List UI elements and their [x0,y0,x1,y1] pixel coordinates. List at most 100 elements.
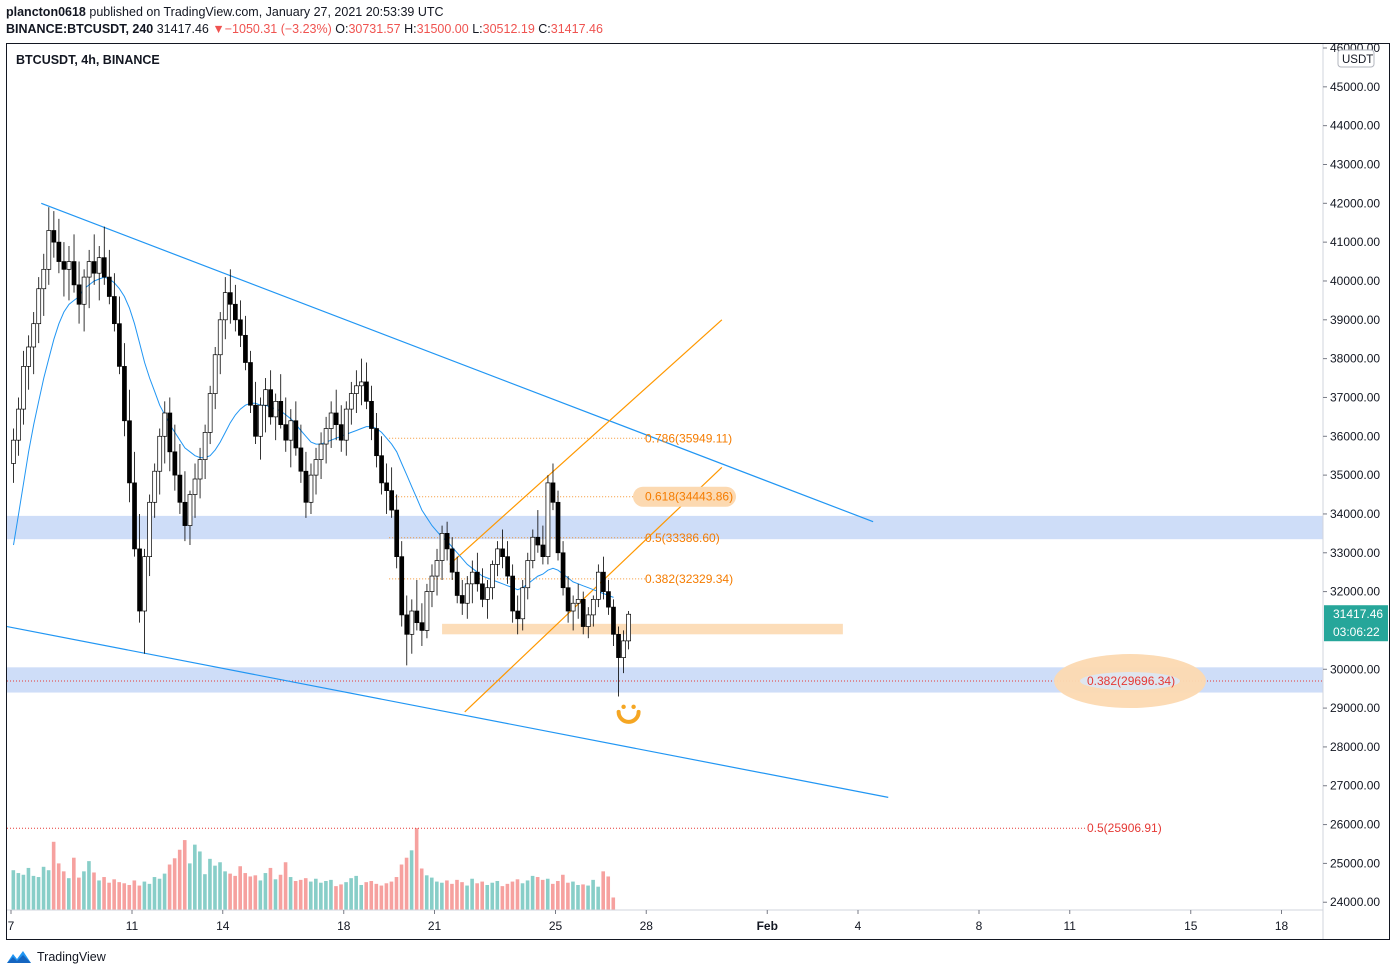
candle-body [167,412,173,453]
volume-bar [455,879,459,910]
candle-body [273,400,279,418]
candle [76,261,82,324]
candle [439,525,445,580]
candle [505,541,510,584]
candle [626,611,631,650]
candle [464,576,470,619]
candle-body [520,587,526,620]
candle [142,548,147,654]
candle [41,253,47,316]
candle [308,463,314,514]
candle-body [117,323,122,367]
chart-pane[interactable]: 0.786(35949.11) 0.618(34443.86) 0.5(33386.… [6,43,1390,940]
volume-bar [394,877,399,910]
volume-bar [601,871,605,910]
candle [51,211,57,258]
volume-bar [596,886,600,910]
candle-body [606,591,611,608]
candle-body [374,428,379,457]
volume-bar [409,850,414,910]
candle-body [480,583,485,600]
volume-bar [298,879,303,910]
volume-bar [72,857,76,910]
candle-body [540,544,546,558]
volume-bar [470,878,474,910]
publisher-name[interactable]: plancton0618 [6,5,86,19]
candle-body [485,587,490,600]
candle-body [399,556,405,616]
candle-body [243,334,248,363]
volume-bar [550,883,555,910]
candle [278,374,284,429]
candle-body [384,482,389,491]
fib-level-label: 0.786(35949.11) [645,431,732,445]
volume-bar [36,877,41,910]
candle-body [505,556,510,577]
candle-body [490,564,495,589]
candle-body [454,571,460,596]
last-price-label: 31417.46 [1333,607,1383,621]
volume-bar [107,882,111,910]
candle [343,401,349,456]
volume-bar [56,863,61,910]
volume-bar [445,880,449,910]
volume-bar [41,866,46,910]
candle [192,463,198,518]
candle-body [500,548,505,558]
candle [86,249,92,309]
volume-bar [510,881,515,910]
candle [480,568,485,608]
candle-body [56,241,62,262]
candle-body [11,439,16,464]
candle-body [197,459,203,480]
x-tick-label: 7 [8,919,15,933]
price-chart[interactable]: 0.786(35949.11) 0.618(34443.86) 0.5(33386.… [7,44,1389,939]
volume-bar [586,885,590,910]
candle-body [585,614,591,627]
candle [459,579,465,615]
candle-body [535,536,541,546]
y-tick-label: 27000.00 [1330,779,1380,793]
candle [409,599,415,654]
candle [101,226,107,285]
candle-body [359,381,364,387]
candle-body [515,610,521,620]
candle [298,424,304,483]
candle [268,370,273,425]
candle [621,630,626,674]
candle [419,603,425,646]
upper-trendline [41,202,874,523]
candle [217,312,223,375]
volume-bar [172,858,177,910]
candle [303,451,309,518]
candle [369,385,374,441]
y-tick-label: 45000.00 [1330,80,1380,94]
candle [21,350,26,425]
ema-line [13,276,614,598]
volume-bar [198,851,202,910]
candle-body [333,412,339,425]
candle [510,564,515,623]
currency-badge [1337,49,1375,68]
candle [81,269,87,332]
candle [414,579,420,631]
candle-body [202,432,208,460]
candle-body [510,575,515,612]
volume-bar [344,882,348,910]
candle-body [590,599,596,616]
volume-bar [31,875,36,910]
x-tick-label: 14 [216,919,230,933]
volume-bar [147,883,152,910]
candle [328,401,334,448]
candle-body [127,420,132,484]
volume-bar [11,870,16,910]
y-tick-label: 44000.00 [1330,119,1380,133]
candle-body [66,261,72,270]
volume-bar [349,878,353,910]
x-tick-label: Feb [757,919,778,933]
candle-body [238,319,243,336]
candle [182,471,188,542]
chart-title: BTCUSDT, 4h, BINANCE [16,53,160,67]
candle-body [71,261,77,286]
candle [16,397,21,456]
